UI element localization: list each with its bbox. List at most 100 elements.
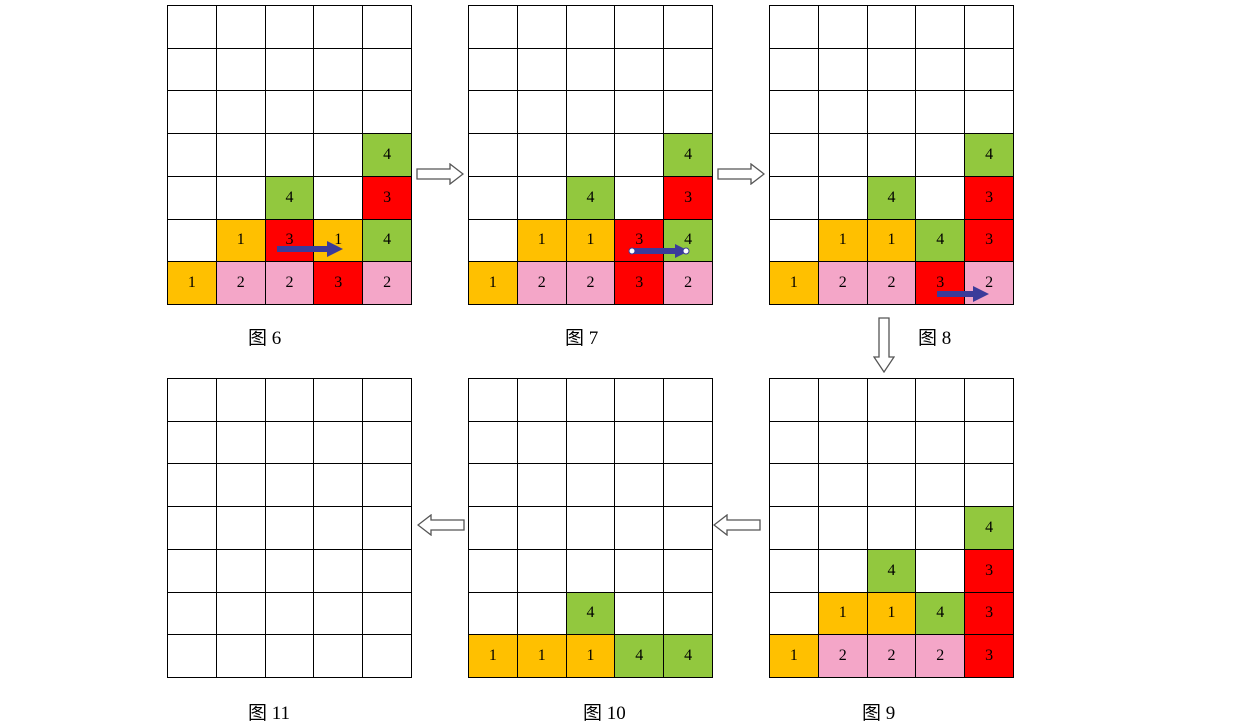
block-cell: 4	[566, 592, 616, 636]
block-cell: 2	[818, 635, 868, 678]
swap-arrow-icon	[627, 242, 693, 260]
empty-cell	[168, 176, 217, 220]
empty-cell	[314, 91, 364, 135]
empty-cell	[916, 549, 966, 593]
empty-cell	[770, 421, 819, 465]
block-cell: 3	[615, 262, 665, 305]
empty-cell	[615, 592, 665, 636]
empty-cell	[770, 6, 819, 49]
block-cell: 4	[965, 134, 1014, 177]
empty-cell	[818, 421, 868, 465]
block-cell: 2	[566, 262, 616, 305]
caption-figure-7: 图 7	[565, 328, 599, 349]
empty-cell	[216, 91, 266, 135]
empty-cell	[965, 464, 1014, 508]
empty-cell	[517, 134, 567, 177]
empty-cell	[965, 48, 1014, 92]
empty-cell	[216, 549, 266, 593]
empty-cell	[469, 91, 518, 135]
empty-cell	[469, 219, 518, 263]
empty-cell	[314, 6, 364, 49]
empty-cell	[965, 6, 1014, 49]
flow-right-arrow-icon	[416, 163, 464, 185]
empty-cell	[265, 464, 315, 508]
empty-cell	[615, 549, 665, 593]
empty-cell	[615, 134, 665, 177]
empty-cell	[517, 48, 567, 92]
block-cell: 1	[469, 635, 518, 678]
empty-cell	[664, 592, 713, 636]
empty-cell	[867, 421, 917, 465]
empty-cell	[867, 6, 917, 49]
empty-cell	[818, 48, 868, 92]
empty-cell	[517, 176, 567, 220]
empty-cell	[314, 48, 364, 92]
empty-cell	[615, 379, 665, 422]
empty-cell	[168, 464, 217, 508]
empty-cell	[566, 6, 616, 49]
empty-cell	[517, 91, 567, 135]
empty-cell	[566, 507, 616, 550]
flow-left-arrow-icon	[417, 514, 465, 536]
empty-cell	[363, 91, 412, 135]
empty-cell	[566, 464, 616, 508]
empty-cell	[469, 134, 518, 177]
block-cell: 1	[216, 219, 266, 263]
flow-right-arrow-icon	[717, 163, 765, 185]
empty-cell	[615, 421, 665, 465]
empty-cell	[867, 91, 917, 135]
empty-cell	[566, 48, 616, 92]
empty-cell	[216, 592, 266, 636]
empty-cell	[770, 549, 819, 593]
empty-cell	[265, 91, 315, 135]
empty-cell	[363, 464, 412, 508]
empty-cell	[664, 48, 713, 92]
empty-cell	[916, 464, 966, 508]
empty-cell	[615, 464, 665, 508]
empty-cell	[615, 91, 665, 135]
block-cell: 1	[867, 219, 917, 263]
empty-cell	[916, 6, 966, 49]
empty-cell	[517, 464, 567, 508]
empty-cell	[566, 379, 616, 422]
empty-cell	[168, 379, 217, 422]
block-cell: 1	[517, 219, 567, 263]
block-cell: 4	[265, 176, 315, 220]
empty-cell	[770, 91, 819, 135]
empty-cell	[314, 379, 364, 422]
empty-cell	[265, 379, 315, 422]
empty-cell	[216, 176, 266, 220]
block-cell: 1	[469, 262, 518, 305]
empty-cell	[469, 464, 518, 508]
empty-cell	[216, 379, 266, 422]
block-cell: 2	[363, 262, 412, 305]
empty-cell	[916, 91, 966, 135]
empty-cell	[664, 6, 713, 49]
block-cell: 3	[916, 262, 966, 305]
empty-cell	[517, 507, 567, 550]
empty-cell	[216, 421, 266, 465]
empty-cell	[314, 635, 364, 678]
empty-cell	[867, 507, 917, 550]
empty-cell	[615, 48, 665, 92]
block-cell: 4	[664, 219, 713, 263]
block-cell: 4	[867, 176, 917, 220]
empty-cell	[664, 421, 713, 465]
empty-cell	[818, 507, 868, 550]
empty-cell	[265, 6, 315, 49]
empty-cell	[664, 91, 713, 135]
flow-left-arrow-icon	[713, 514, 761, 536]
empty-cell	[566, 549, 616, 593]
empty-cell	[916, 134, 966, 177]
block-cell: 3	[965, 592, 1014, 636]
empty-cell	[664, 549, 713, 593]
empty-cell	[469, 549, 518, 593]
block-cell: 3	[314, 262, 364, 305]
empty-cell	[818, 464, 868, 508]
empty-cell	[615, 6, 665, 49]
block-cell: 3	[965, 549, 1014, 593]
empty-cell	[965, 379, 1014, 422]
empty-cell	[168, 91, 217, 135]
empty-cell	[363, 507, 412, 550]
